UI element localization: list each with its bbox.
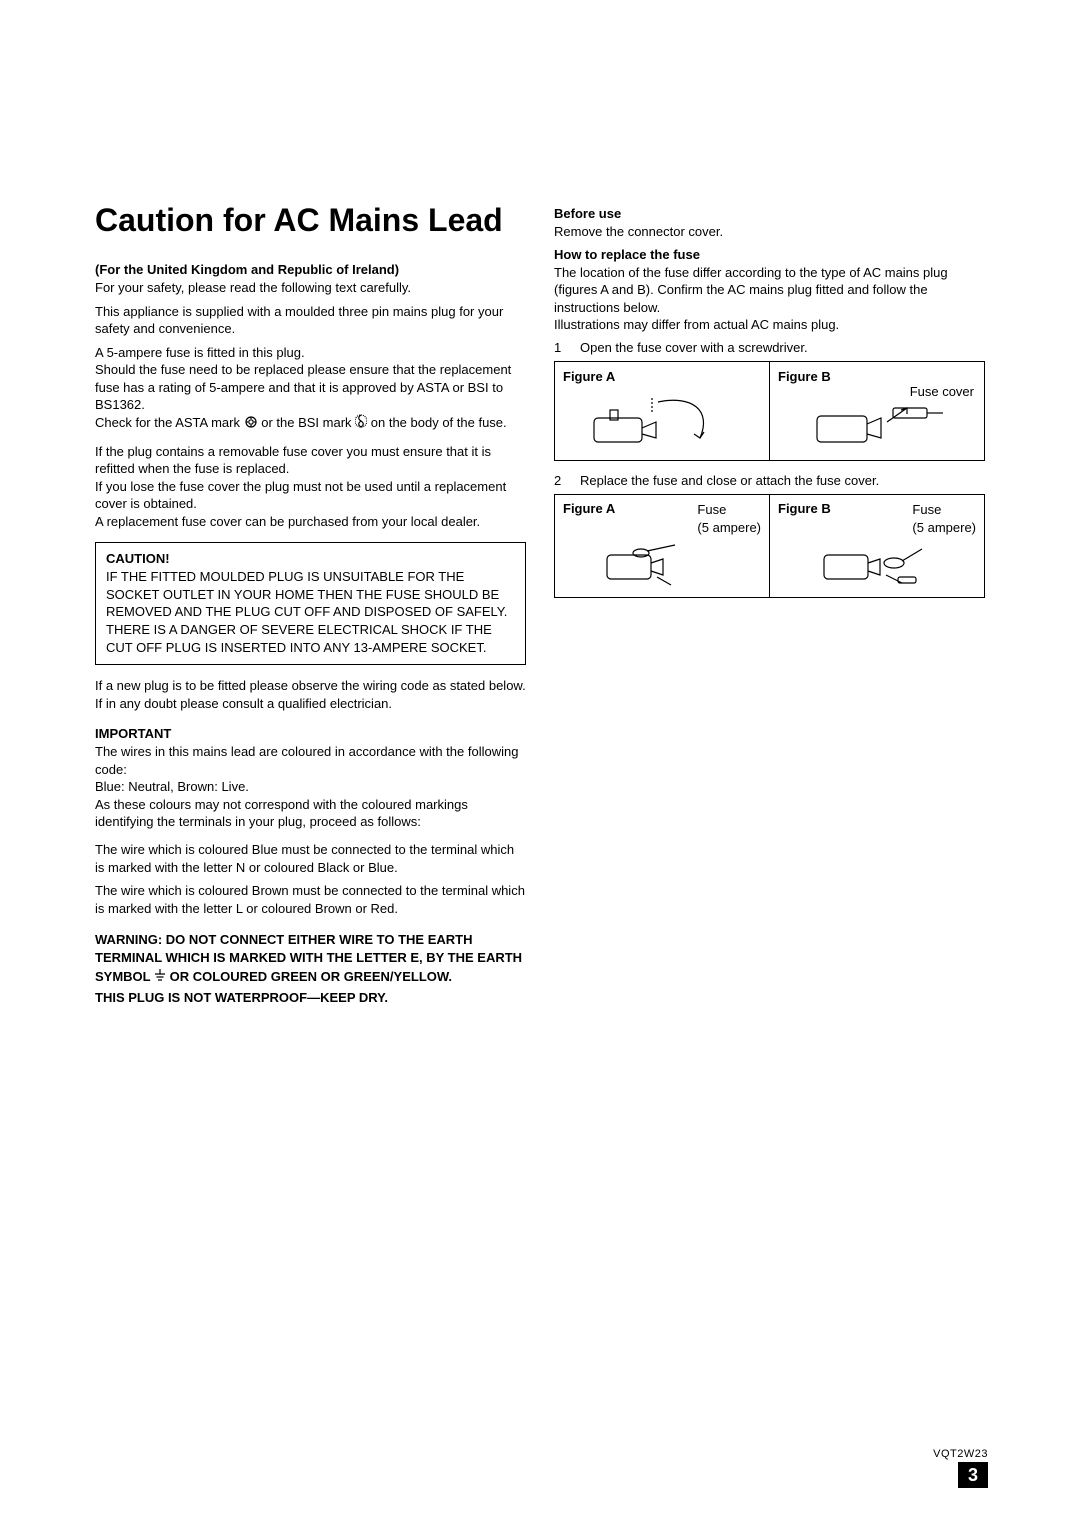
step-number: 1 bbox=[554, 340, 568, 355]
paragraph: For your safety, please read the followi… bbox=[95, 279, 526, 297]
warning-text: WARNING: DO NOT CONNECT EITHER WIRE TO T… bbox=[95, 931, 526, 987]
paragraph: The location of the fuse differ accordin… bbox=[554, 264, 985, 317]
before-use-label: Before use bbox=[554, 206, 985, 221]
plug-illustration-b2-icon bbox=[778, 541, 976, 587]
paragraph: A replacement fuse cover can be purchase… bbox=[95, 513, 526, 531]
doc-code: VQT2W23 bbox=[933, 1448, 988, 1460]
text-fragment: Check for the ASTA mark bbox=[95, 415, 244, 430]
figure-label: Figure A bbox=[563, 501, 615, 516]
plug-illustration-b-icon bbox=[778, 390, 976, 450]
figure-b-cell: Figure B Fuse (5 ampere) bbox=[769, 495, 984, 597]
fuse-label: Fuse bbox=[912, 502, 941, 517]
caution-box: CAUTION! IF THE FITTED MOULDED PLUG IS U… bbox=[95, 542, 526, 665]
fuse-label: Fuse bbox=[697, 502, 726, 517]
bsi-mark-icon bbox=[355, 414, 367, 433]
caution-label: CAUTION! bbox=[106, 551, 515, 566]
fuse-amp: (5 ampere) bbox=[912, 520, 976, 535]
figure-label: Figure B bbox=[778, 501, 831, 516]
paragraph: The wire which is coloured Blue must be … bbox=[95, 841, 526, 876]
asta-mark-icon bbox=[244, 415, 258, 433]
figure-b-cell: Figure B Fuse cover bbox=[769, 362, 984, 460]
caution-text: IF THE FITTED MOULDED PLUG IS UNSUITABLE… bbox=[106, 568, 515, 656]
paragraph: Illustrations may differ from actual AC … bbox=[554, 316, 985, 334]
step-text: Open the fuse cover with a screwdriver. bbox=[580, 340, 808, 355]
right-column: Before use Remove the connector cover. H… bbox=[554, 200, 985, 1007]
text-fragment: on the body of the fuse. bbox=[371, 415, 507, 430]
figure-label: Figure B bbox=[778, 369, 831, 384]
paragraph: Remove the connector cover. bbox=[554, 223, 985, 241]
paragraph: The wires in this mains lead are coloure… bbox=[95, 743, 526, 778]
plug-illustration-a-icon bbox=[563, 390, 761, 450]
paragraph: If in any doubt please consult a qualifi… bbox=[95, 695, 526, 713]
paragraph: Check for the ASTA mark or the BSI mark … bbox=[95, 414, 526, 433]
figure-row-2: Figure A Fuse (5 ampere) bbox=[554, 494, 985, 598]
paragraph: Should the fuse need to be replaced plea… bbox=[95, 361, 526, 414]
warning-text: THIS PLUG IS NOT WATERPROOF—KEEP DRY. bbox=[95, 989, 526, 1007]
figure-row-1: Figure A Figure B Fuse cover bbox=[554, 361, 985, 461]
paragraph: If you lose the fuse cover the plug must… bbox=[95, 478, 526, 513]
figure-a-cell: Figure A Fuse (5 ampere) bbox=[555, 495, 769, 597]
left-column: Caution for AC Mains Lead (For the Unite… bbox=[95, 200, 526, 1007]
region-subtitle: (For the United Kingdom and Republic of … bbox=[95, 262, 526, 277]
page-title: Caution for AC Mains Lead bbox=[95, 200, 526, 240]
important-label: IMPORTANT bbox=[95, 726, 526, 741]
step-row: 1 Open the fuse cover with a screwdriver… bbox=[554, 340, 985, 355]
step-number: 2 bbox=[554, 473, 568, 488]
paragraph: Blue: Neutral, Brown: Live. bbox=[95, 778, 526, 796]
text-fragment: or the BSI mark bbox=[261, 415, 355, 430]
paragraph: As these colours may not correspond with… bbox=[95, 796, 526, 831]
paragraph: If the plug contains a removable fuse co… bbox=[95, 443, 526, 478]
step-text: Replace the fuse and close or attach the… bbox=[580, 473, 879, 488]
paragraph: A 5-ampere fuse is fitted in this plug. bbox=[95, 344, 526, 362]
paragraph: The wire which is coloured Brown must be… bbox=[95, 882, 526, 917]
page-footer: VQT2W23 3 bbox=[933, 1448, 988, 1488]
paragraph: If a new plug is to be fitted please obs… bbox=[95, 677, 526, 695]
text-fragment: OR COLOURED GREEN OR GREEN/YELLOW. bbox=[170, 969, 452, 984]
plug-illustration-a2-icon bbox=[563, 541, 761, 587]
earth-symbol-icon bbox=[154, 968, 166, 987]
figure-label: Figure A bbox=[563, 369, 615, 384]
figure-a-cell: Figure A bbox=[555, 362, 769, 460]
fuse-cover-label: Fuse cover bbox=[910, 384, 974, 399]
fuse-amp: (5 ampere) bbox=[697, 520, 761, 535]
page-number: 3 bbox=[958, 1462, 988, 1488]
howto-label: How to replace the fuse bbox=[554, 247, 985, 262]
paragraph: This appliance is supplied with a moulde… bbox=[95, 303, 526, 338]
step-row: 2 Replace the fuse and close or attach t… bbox=[554, 473, 985, 488]
